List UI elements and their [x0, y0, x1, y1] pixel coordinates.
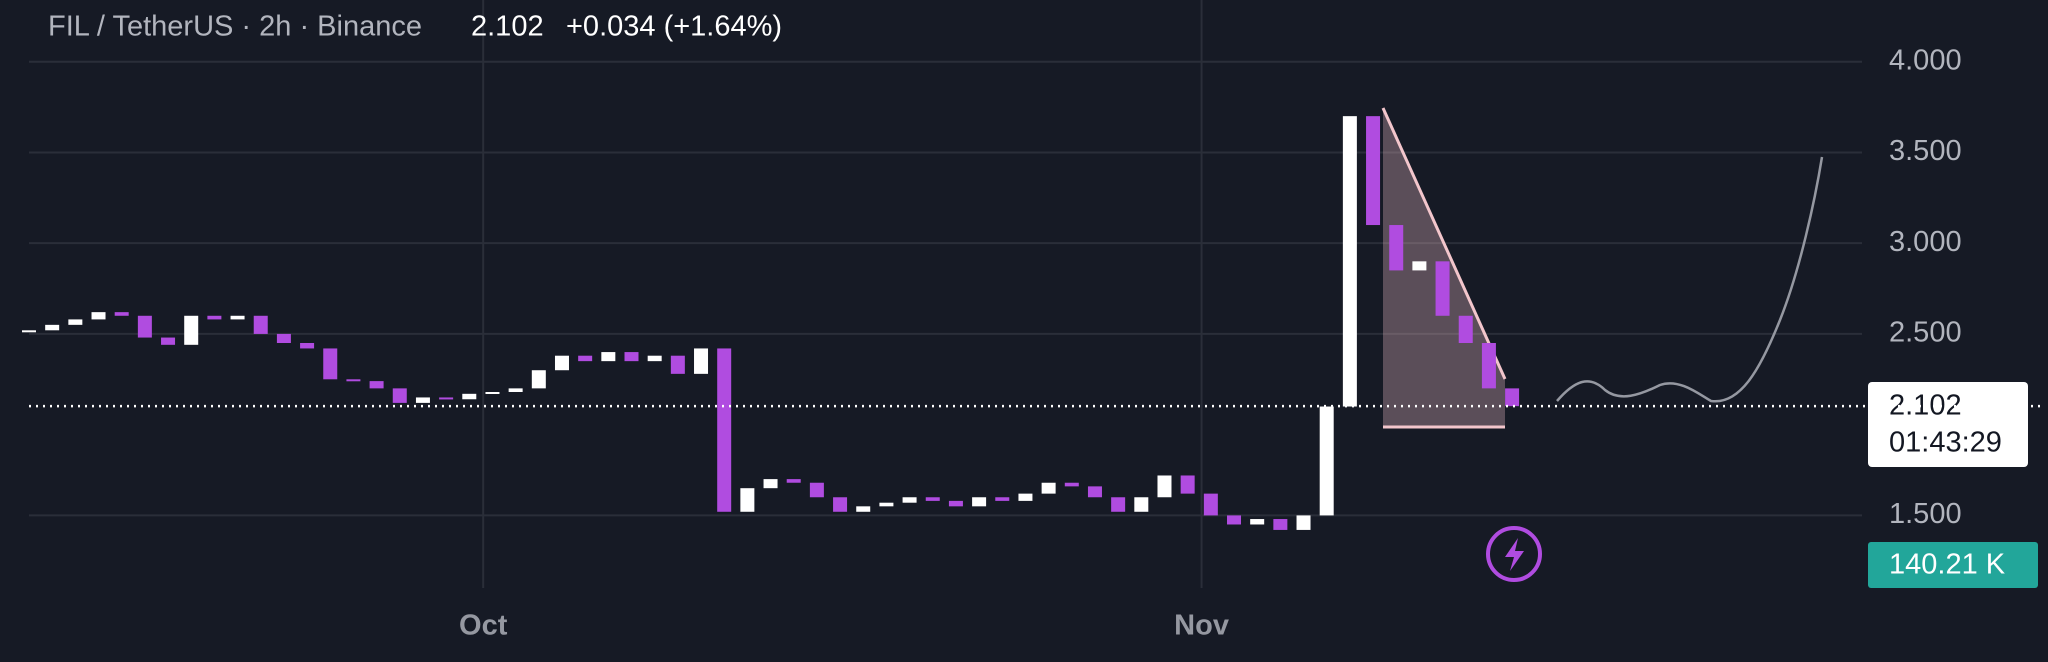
volume-label: 140.21 K — [1889, 549, 2006, 581]
y-tick-label: 3.500 — [1889, 135, 1962, 167]
candle — [253, 315, 268, 334]
candle — [1366, 116, 1381, 226]
lightning-icon[interactable] — [1486, 526, 1542, 582]
candle — [531, 370, 546, 389]
candle — [647, 355, 662, 362]
candle — [184, 315, 199, 345]
countdown: 01:43:29 — [1889, 427, 2002, 459]
candle — [786, 479, 801, 483]
candle — [346, 379, 361, 382]
candle — [624, 352, 639, 362]
candle — [1180, 475, 1195, 494]
candle — [809, 482, 824, 498]
candle — [68, 319, 83, 325]
candle — [879, 502, 894, 507]
candle — [45, 324, 60, 331]
candle — [717, 348, 732, 512]
candle — [369, 381, 384, 389]
x-tick-label: Oct — [459, 610, 508, 642]
x-tick-label: Nov — [1174, 610, 1229, 642]
trend-line — [1381, 107, 1507, 380]
candle — [485, 392, 500, 394]
candle — [207, 315, 222, 320]
candle — [1389, 225, 1404, 271]
candle — [1111, 497, 1126, 512]
candle — [1157, 475, 1172, 498]
candle — [300, 343, 315, 349]
candle — [902, 497, 917, 503]
candle — [948, 500, 963, 507]
projection-curve — [1556, 156, 1824, 403]
candle — [694, 348, 709, 374]
price-label-box — [1868, 382, 2028, 467]
volume-label-box — [1868, 542, 2038, 588]
y-tick-label: 2.500 — [1889, 317, 1962, 349]
candle — [1064, 482, 1079, 487]
change-text: +0.034 (+1.64%) — [566, 11, 782, 43]
candle — [114, 312, 129, 316]
candle — [1505, 388, 1520, 407]
candle — [833, 497, 848, 512]
candle — [1435, 261, 1450, 316]
candle — [1018, 493, 1033, 501]
candle — [740, 488, 755, 512]
candle — [554, 355, 569, 371]
candle — [1342, 116, 1357, 407]
candle — [763, 479, 778, 489]
candle — [1227, 515, 1242, 525]
candle — [1203, 493, 1218, 516]
candle — [601, 352, 616, 362]
candle — [856, 506, 871, 512]
candle — [415, 397, 430, 403]
y-tick-label: 3.000 — [1889, 226, 1962, 258]
grid — [29, 0, 1862, 588]
candle — [578, 355, 593, 362]
candle — [1296, 515, 1311, 530]
candle — [925, 497, 940, 501]
candle — [1319, 406, 1334, 516]
candle — [1250, 519, 1265, 525]
candle — [392, 388, 407, 403]
chart-title: FIL / TetherUS · 2h · Binance — [48, 11, 422, 43]
candle — [995, 497, 1010, 501]
lightning-bolt — [1505, 538, 1524, 571]
price-label: 2.102 — [1889, 390, 1962, 422]
candle — [1087, 486, 1102, 498]
y-tick-label: 1.500 — [1889, 498, 1962, 530]
candle — [1412, 261, 1427, 271]
candle — [22, 330, 36, 333]
candle — [1134, 497, 1149, 512]
candle — [323, 348, 338, 380]
candle — [670, 355, 685, 374]
candle — [276, 333, 291, 343]
candle — [137, 315, 152, 338]
y-tick-label: 4.000 — [1889, 44, 1962, 76]
candle — [230, 315, 245, 320]
candle — [972, 497, 987, 507]
candle — [439, 397, 454, 400]
candle — [1481, 343, 1496, 389]
price-text: 2.102 — [471, 11, 544, 43]
candle — [161, 337, 176, 345]
candle — [508, 388, 523, 392]
candle — [1041, 482, 1056, 494]
candle — [91, 312, 106, 320]
candle — [462, 393, 477, 400]
candles — [22, 116, 1520, 530]
candle — [1458, 315, 1473, 343]
candle — [1273, 519, 1288, 530]
